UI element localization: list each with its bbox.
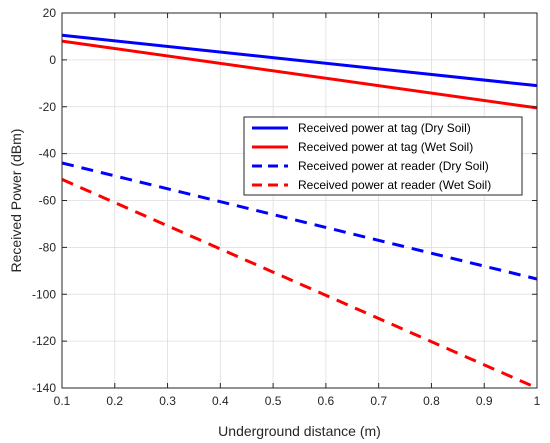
- y-tick-label: -100: [32, 287, 56, 301]
- y-tick-label: -120: [32, 334, 56, 348]
- series-layer: [61, 33, 538, 390]
- x-tick-label: 1: [534, 394, 541, 408]
- y-tick-label: -20: [39, 100, 57, 114]
- series-line-3: [61, 161, 538, 281]
- legend: Received power at tag (Dry Soil) Received…: [243, 116, 523, 196]
- y-tick-label: -140: [32, 381, 56, 395]
- x-tick-label: 0.3: [159, 394, 176, 408]
- y-tick-label: 0: [49, 53, 56, 67]
- axis-ticks: 0.1 0.2 0.3 0.4 0.5 0.6 0.7 0.8 0.9 1 -140 -120 -100…: [32, 6, 541, 408]
- legend-label-2: Received power at tag (Wet Soil): [298, 140, 473, 154]
- x-tick-label: 0.4: [212, 394, 229, 408]
- y-tick-label: -40: [39, 147, 57, 161]
- x-tick-label: 0.2: [106, 394, 123, 408]
- x-tick-label: 0.6: [318, 394, 335, 408]
- x-tick-label: 0.9: [476, 394, 493, 408]
- y-tick-label: -60: [39, 194, 57, 208]
- legend-box: [243, 116, 523, 196]
- legend-label-1: Received power at tag (Dry Soil): [298, 121, 471, 135]
- legend-label-4: Received power at reader (Wet Soil): [298, 178, 491, 192]
- x-tick-label: 0.8: [423, 394, 440, 408]
- series-line-4: [61, 178, 538, 390]
- y-axis-title: Received Power (dBm): [8, 129, 24, 273]
- legend-label-3: Received power at reader (Dry Soil): [298, 159, 489, 173]
- y-tick-label: 20: [43, 6, 57, 20]
- series-line-2: [61, 39, 538, 110]
- x-tick-label: 0.5: [265, 394, 282, 408]
- y-tick-label: -80: [39, 240, 57, 254]
- x-tick-label: 0.1: [54, 394, 71, 408]
- series-line-1: [61, 33, 538, 88]
- x-tick-label: 0.7: [370, 394, 387, 408]
- x-axis-title: Underground distance (m): [218, 423, 381, 439]
